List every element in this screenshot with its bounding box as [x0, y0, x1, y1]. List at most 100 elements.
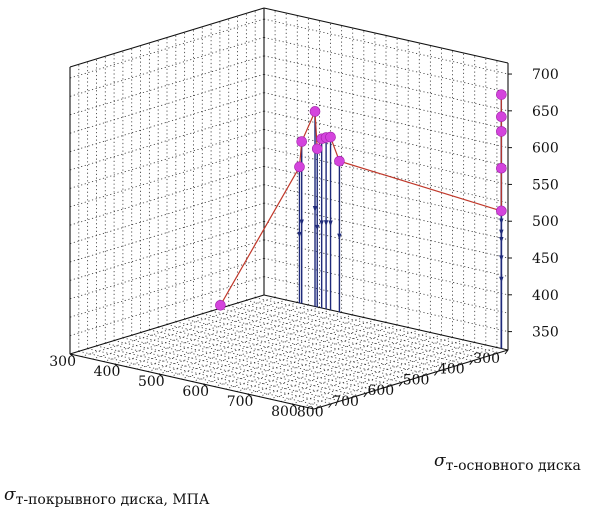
y-axis-label: σт-основного диска: [434, 451, 581, 474]
floor-grid-line: [255, 297, 500, 354]
drop-arrow: [319, 220, 324, 227]
left-wall-grid-line: [69, 165, 265, 226]
y-tick-mark: [291, 403, 297, 408]
floor-grid-line: [92, 299, 287, 360]
y-tick-label: 300: [49, 354, 76, 370]
floor-grid-line: [136, 309, 331, 370]
x-axis-label: σт-покрывного диска, МПА: [4, 485, 210, 508]
floor-grid-line: [169, 317, 364, 377]
y-tick-label: 600: [182, 384, 209, 400]
floor-grid-line: [191, 322, 387, 382]
x-tick-mark: [398, 381, 403, 387]
right-wall-grid-line: [263, 239, 509, 296]
data-point: [496, 205, 507, 217]
series-lines: [219, 94, 502, 306]
frame-edge: [313, 349, 509, 410]
drop-arrow: [499, 218, 504, 225]
z-tick-label: 550: [532, 177, 559, 193]
right-wall-grid-line: [263, 257, 509, 314]
right-wall-grid-line: [263, 276, 509, 332]
axis-labels: σт-основного диска σт-покрывного диска, …: [4, 451, 581, 508]
x-tick-label: 600: [367, 383, 394, 399]
data-point: [496, 89, 507, 100]
drop-arrow: [299, 219, 304, 226]
tick-labels: 300 400 500 600 700 800 300 400 500 600 700 800 350 4…: [49, 67, 558, 421]
y-axis-label-symbol: σ: [434, 451, 446, 471]
x-tick-label: 400: [438, 362, 465, 378]
floor-grid-line: [87, 348, 332, 405]
floor-grid-line: [166, 324, 412, 380]
floor-grid-line: [131, 334, 376, 391]
x-axis-label-symbol: σ: [4, 485, 16, 505]
floor-grid-line: [114, 304, 309, 365]
floor-grid-line: [184, 318, 429, 375]
floor-grid-line: [211, 310, 456, 367]
x-tick-label: 800: [297, 405, 324, 421]
data-point: [496, 162, 507, 174]
data-point: [309, 106, 321, 117]
frame-edge: [69, 294, 265, 355]
right-wall-grid-line: [263, 165, 509, 222]
drop-arrow: [328, 220, 333, 227]
series-line: [219, 94, 502, 306]
y-tick-label: 500: [138, 374, 165, 390]
x-tick-label: 300: [473, 351, 500, 367]
y-tick-label: 700: [227, 394, 254, 410]
y-tick-mark: [114, 363, 119, 368]
z-tick-label: 600: [532, 141, 559, 157]
x-tick-mark: [328, 403, 333, 408]
drop-arrow: [297, 231, 302, 238]
z-tick-label: 650: [532, 104, 559, 120]
z-tick-label: 500: [532, 214, 559, 230]
floor-grid-line: [103, 302, 298, 362]
left-wall-grid-line: [69, 110, 265, 171]
left-wall-grid-line: [69, 55, 265, 116]
grid-layer: [69, 10, 509, 407]
floor-grid-line: [149, 329, 394, 386]
data-point: [325, 131, 336, 143]
x-tick-mark: [363, 392, 368, 398]
floor-grid-line: [105, 342, 350, 399]
frame-edge: [69, 7, 265, 68]
data-point: [334, 155, 345, 167]
y-tick-label: 800: [271, 404, 298, 420]
right-wall-grid-line: [263, 18, 509, 75]
data-point: [496, 111, 507, 122]
x-tick-mark: [434, 371, 438, 376]
data-point: [215, 299, 226, 311]
y-axis-label-text: т-основного диска: [446, 458, 581, 474]
frame-layer: [69, 7, 509, 410]
x-tick-label: 500: [403, 372, 430, 388]
data-point: [496, 126, 507, 137]
z-tick-label: 350: [532, 325, 559, 341]
frame-edge: [263, 7, 509, 64]
series-markers: [215, 89, 507, 311]
z-tick-label: 400: [532, 288, 559, 304]
x-axis-label-text: т-покрывного диска, МПА: [16, 492, 210, 508]
floor-grid-line: [202, 313, 447, 370]
data-point: [294, 161, 305, 173]
y-tick-label: 400: [94, 364, 121, 380]
floor-grid-line: [140, 332, 385, 388]
data-point: [311, 143, 323, 155]
floor-grid-line: [214, 327, 409, 387]
drop-arrow: [312, 205, 318, 212]
y-tick-mark: [202, 383, 208, 388]
frame-edge: [263, 294, 509, 351]
drop-arrow: [337, 233, 342, 240]
z-tick-label: 700: [532, 67, 559, 83]
x-tick-mark: [504, 349, 509, 355]
x-tick-label: 700: [332, 394, 359, 410]
floor-grid-line: [193, 316, 438, 372]
drop-arrow: [315, 224, 320, 231]
y-tick-mark: [247, 393, 252, 398]
z-tick-label: 450: [532, 251, 559, 267]
floor-grid-line: [125, 307, 320, 367]
x-tick-mark: [469, 360, 474, 366]
data-point: [296, 136, 308, 147]
right-wall-grid-line: [263, 37, 509, 93]
frame-edge: [69, 353, 315, 410]
drop-arrow: [323, 220, 329, 227]
left-wall-grid-line: [69, 221, 265, 281]
